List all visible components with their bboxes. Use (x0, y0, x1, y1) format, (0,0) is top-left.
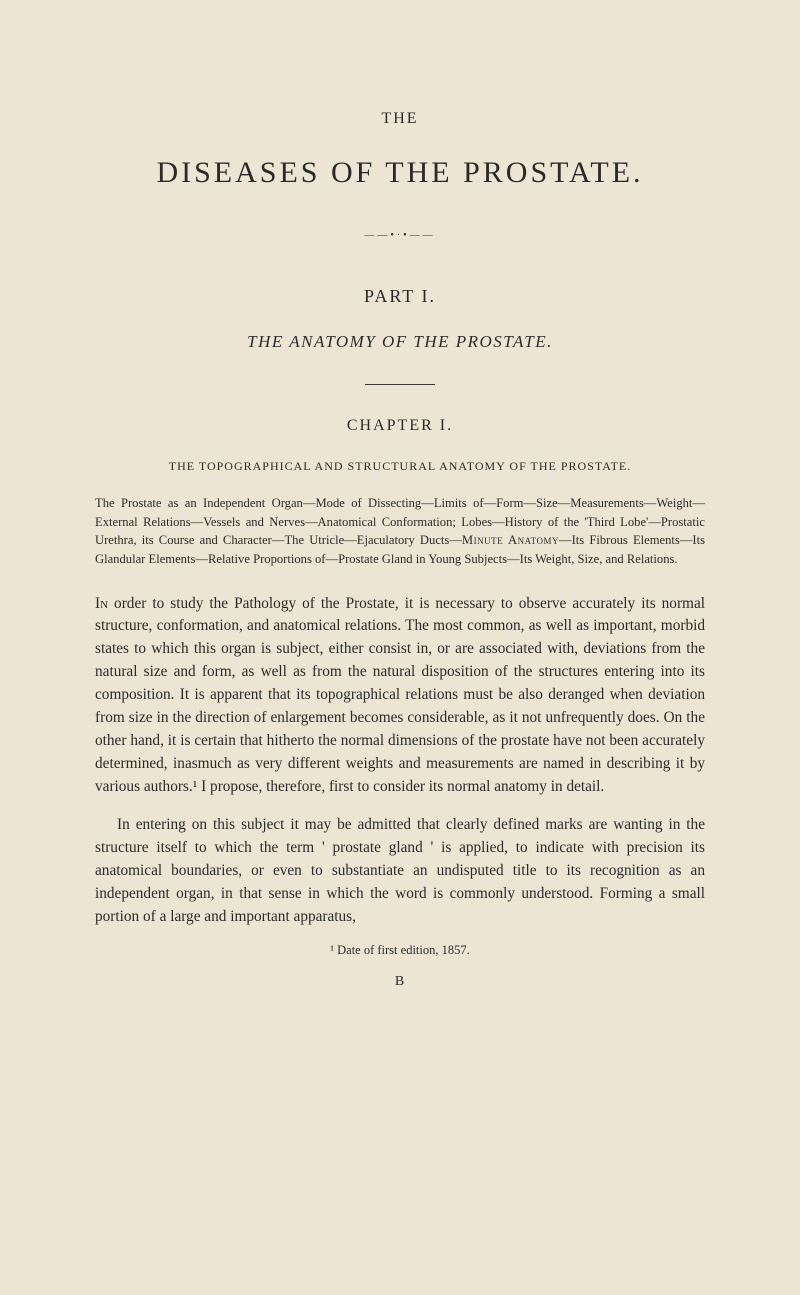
first-word: In (95, 595, 108, 612)
body-paragraph-2: In entering on this subject it may be ad… (95, 814, 705, 929)
divider-rule (365, 384, 435, 385)
footnote: ¹ Date of first edition, 1857. (95, 943, 705, 958)
abstract-smallcaps: Minute Anatomy (462, 533, 559, 547)
chapter-title: CHAPTER I. (95, 417, 705, 435)
body-paragraph-1: In order to study the Pathology of the P… (95, 593, 705, 799)
ornament-divider: ——•·•—— (95, 230, 705, 241)
abstract-block: The Prostate as an Independent Organ—Mod… (95, 494, 705, 569)
section-subtitle: THE ANATOMY OF THE PROSTATE. (95, 332, 705, 352)
signature-letter: B (95, 974, 705, 990)
header-the: THE (95, 110, 705, 128)
p1-text: order to study the Pathology of the Pros… (95, 595, 705, 796)
main-title: DISEASES OF THE PROSTATE. (95, 156, 705, 190)
part-title: PART I. (95, 286, 705, 307)
chapter-subheading: THE TOPOGRAPHICAL AND STRUCTURAL ANATOMY… (95, 459, 705, 474)
